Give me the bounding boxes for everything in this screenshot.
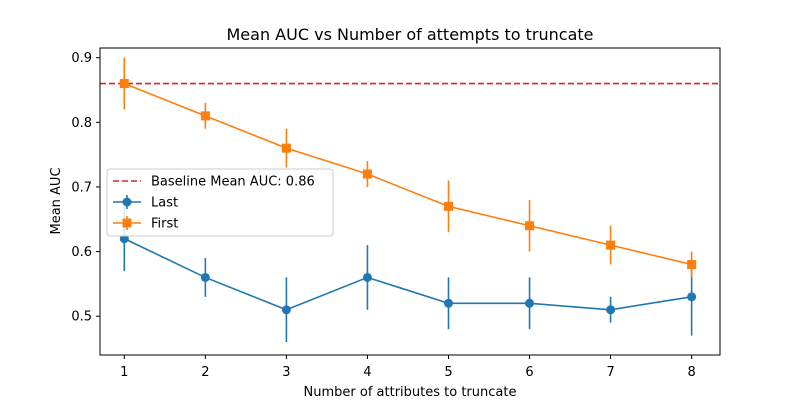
- x-axis-ticks: 1 2 3 4 5 6 7 8: [120, 355, 696, 380]
- data-point: [362, 272, 372, 282]
- legend-item: First: [113, 216, 178, 232]
- legend-marker: [122, 197, 132, 207]
- legend-item: Last: [113, 195, 178, 211]
- x-tick-label: 8: [687, 365, 695, 380]
- axes-frame: [99, 47, 721, 356]
- x-tick-label: 3: [282, 365, 290, 380]
- legend-item: Baseline Mean AUC: 0.86: [113, 175, 315, 190]
- data-point: [119, 79, 129, 89]
- series-first: [119, 57, 697, 278]
- legend-label: Baseline Mean AUC: 0.86: [151, 175, 315, 190]
- y-axis-label: Mean AUC: [49, 167, 64, 234]
- x-tick-label: 4: [363, 365, 371, 380]
- data-point: [281, 305, 291, 315]
- data-point: [606, 305, 616, 315]
- legend-marker: [122, 218, 132, 228]
- y-tick-label: 0.7: [71, 180, 92, 195]
- x-tick-label: 2: [201, 365, 209, 380]
- x-tick-label: 1: [120, 365, 128, 380]
- x-tick-label: 5: [444, 365, 452, 380]
- data-point: [525, 298, 535, 308]
- legend-label: Last: [151, 196, 178, 211]
- data-point: [200, 272, 210, 282]
- series-line: [123, 237, 692, 311]
- data-point: [362, 169, 372, 179]
- x-axis-label: Number of attributes to truncate: [304, 385, 517, 400]
- data-point: [687, 260, 697, 270]
- data-point: [525, 221, 535, 231]
- y-tick-label: 0.9: [71, 51, 92, 66]
- series-line: [124, 82, 692, 266]
- x-tick-label: 7: [606, 365, 614, 380]
- chart-title: Mean AUC vs Number of attempts to trunca…: [227, 25, 594, 44]
- data-point: [606, 240, 616, 250]
- legend-label: First: [151, 217, 178, 232]
- y-tick-label: 0.6: [71, 245, 92, 260]
- data-point: [443, 201, 453, 211]
- data-point: [443, 298, 453, 308]
- x-tick-label: 6: [525, 365, 533, 380]
- data-point: [687, 292, 697, 302]
- legend: Baseline Mean AUC: 0.86 Last First: [106, 168, 334, 237]
- y-axis-ticks: 0.5 0.6 0.7 0.8 0.9: [71, 51, 100, 325]
- data-point: [200, 111, 210, 121]
- y-tick-label: 0.8: [71, 116, 92, 131]
- data-point: [281, 143, 291, 153]
- legend-box: [106, 168, 334, 237]
- y-tick-label: 0.5: [71, 310, 92, 325]
